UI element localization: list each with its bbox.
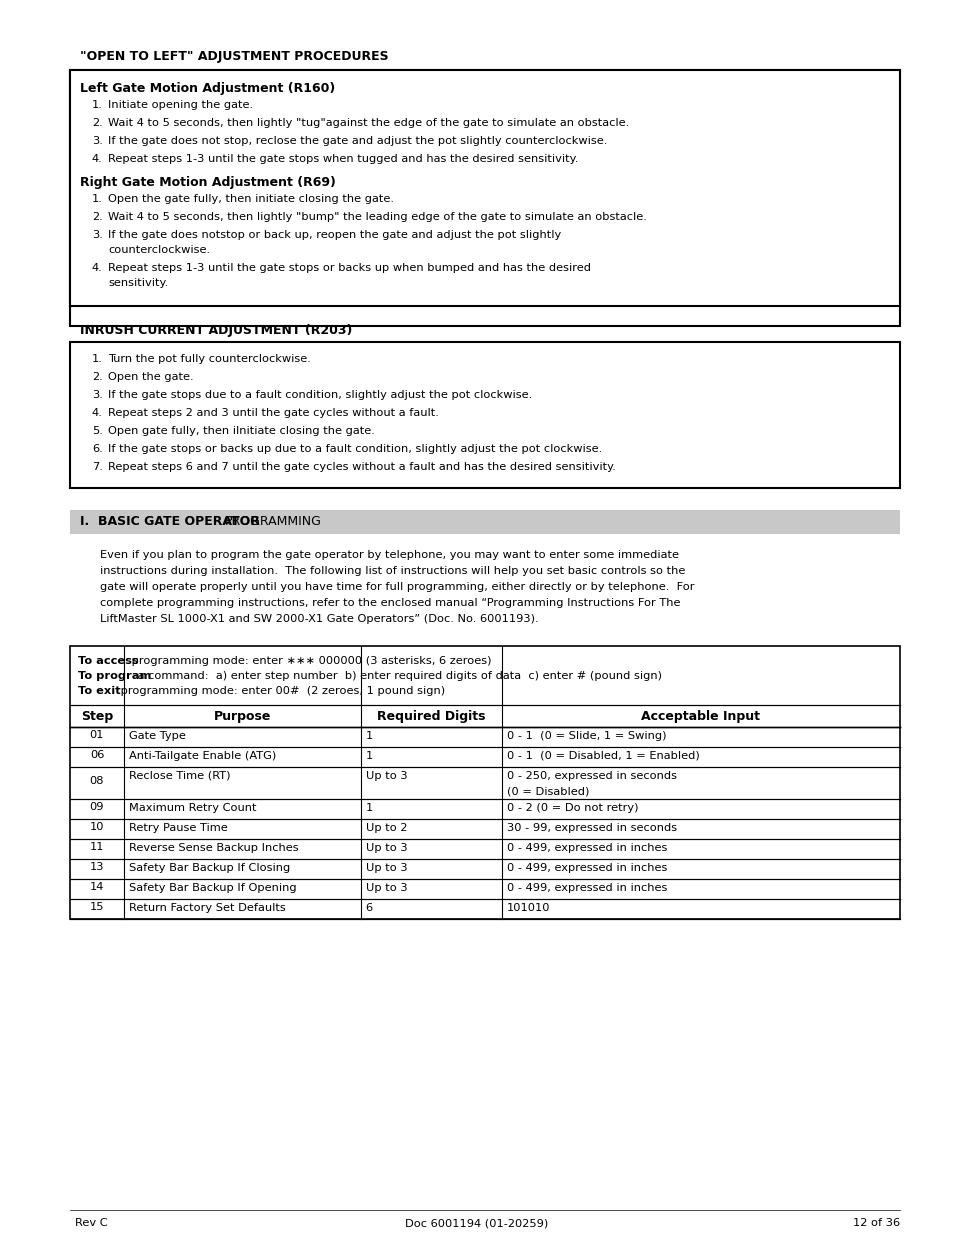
Text: 3.: 3.	[91, 136, 103, 146]
Text: 30 - 99, expressed in seconds: 30 - 99, expressed in seconds	[506, 823, 676, 832]
Text: instructions during installation.  The following list of instructions will help : instructions during installation. The fo…	[100, 566, 684, 576]
Text: 1.: 1.	[91, 354, 103, 364]
Text: 4.: 4.	[91, 154, 103, 164]
Text: 1.: 1.	[91, 194, 103, 204]
Text: Wait 4 to 5 seconds, then lightly "bump" the leading edge of the gate to simulat: Wait 4 to 5 seconds, then lightly "bump"…	[108, 212, 646, 222]
Text: sensitivity.: sensitivity.	[108, 278, 168, 288]
Text: Doc 6001194 (01-20259): Doc 6001194 (01-20259)	[405, 1218, 548, 1228]
Text: complete programming instructions, refer to the enclosed manual “Programming Ins: complete programming instructions, refer…	[100, 598, 679, 608]
Text: Required Digits: Required Digits	[376, 710, 485, 722]
Text: 2.: 2.	[91, 212, 103, 222]
Text: If the gate does not stop, reclose the gate and adjust the pot slightly counterc: If the gate does not stop, reclose the g…	[108, 136, 607, 146]
Text: 0 - 250, expressed in seconds: 0 - 250, expressed in seconds	[506, 771, 676, 781]
Text: Repeat steps 6 and 7 until the gate cycles without a fault and has the desired s: Repeat steps 6 and 7 until the gate cycl…	[108, 462, 616, 472]
Text: 13: 13	[90, 862, 104, 872]
Text: Open gate fully, then ilnitiate closing the gate.: Open gate fully, then ilnitiate closing …	[108, 426, 375, 436]
Text: 0 - 1  (0 = Disabled, 1 = Enabled): 0 - 1 (0 = Disabled, 1 = Enabled)	[506, 751, 699, 761]
Text: 1: 1	[365, 803, 373, 813]
Text: Initiate opening the gate.: Initiate opening the gate.	[108, 100, 253, 110]
Text: 0 - 499, expressed in inches: 0 - 499, expressed in inches	[506, 883, 666, 893]
Text: Gate Type: Gate Type	[129, 731, 186, 741]
Bar	[70, 70, 899, 306]
Text: If the gate stops due to a fault condition, slightly adjust the pot clockwise.: If the gate stops due to a fault conditi…	[108, 390, 532, 400]
Text: Even if you plan to program the gate operator by telephone, you may want to ente: Even if you plan to program the gate ope…	[100, 550, 679, 559]
Text: 09: 09	[90, 802, 104, 811]
Text: To access: To access	[78, 656, 138, 666]
Text: Reclose Time (RT): Reclose Time (RT)	[129, 771, 231, 781]
Text: To program: To program	[78, 671, 152, 680]
Bar	[70, 646, 899, 919]
Text: Safety Bar Backup If Opening: Safety Bar Backup If Opening	[129, 883, 296, 893]
Text: 06: 06	[90, 750, 104, 760]
Text: 3.: 3.	[91, 230, 103, 240]
Bar	[70, 342, 899, 488]
Text: 3.: 3.	[91, 390, 103, 400]
Text: Right Gate Motion Adjustment (R69): Right Gate Motion Adjustment (R69)	[80, 177, 335, 189]
Text: 10: 10	[90, 823, 104, 832]
Text: Purpose: Purpose	[213, 710, 271, 722]
Text: Return Factory Set Defaults: Return Factory Set Defaults	[129, 903, 285, 913]
Text: 1: 1	[365, 751, 373, 761]
Text: Repeat steps 1-3 until the gate stops or backs up when bumped and has the desire: Repeat steps 1-3 until the gate stops or…	[108, 263, 590, 273]
Text: Repeat steps 1-3 until the gate stops when tugged and has the desired sensitivit: Repeat steps 1-3 until the gate stops wh…	[108, 154, 578, 164]
Bar	[70, 705, 899, 727]
Text: Repeat steps 2 and 3 until the gate cycles without a fault.: Repeat steps 2 and 3 until the gate cycl…	[108, 408, 438, 417]
Text: 101010: 101010	[506, 903, 550, 913]
Text: 11: 11	[90, 842, 104, 852]
Text: Wait 4 to 5 seconds, then lightly "tug"against the edge of the gate to simulate : Wait 4 to 5 seconds, then lightly "tug"a…	[108, 119, 629, 128]
Text: "OPEN TO LEFT" ADJUSTMENT PROCEDURES: "OPEN TO LEFT" ADJUSTMENT PROCEDURES	[80, 49, 388, 63]
Text: 2.: 2.	[91, 119, 103, 128]
Text: Up to 3: Up to 3	[365, 883, 407, 893]
Text: Rev C: Rev C	[75, 1218, 108, 1228]
Text: Retry Pause Time: Retry Pause Time	[129, 823, 228, 832]
Text: 15: 15	[90, 902, 104, 911]
Text: 0 - 499, expressed in inches: 0 - 499, expressed in inches	[506, 863, 666, 873]
Text: Up to 2: Up to 2	[365, 823, 407, 832]
Text: Up to 3: Up to 3	[365, 863, 407, 873]
Text: 4.: 4.	[91, 408, 103, 417]
Text: Reverse Sense Backup Inches: Reverse Sense Backup Inches	[129, 844, 298, 853]
Text: 0 - 2 (0 = Do not retry): 0 - 2 (0 = Do not retry)	[506, 803, 638, 813]
Text: 0 - 499, expressed in inches: 0 - 499, expressed in inches	[506, 844, 666, 853]
Text: To exit: To exit	[78, 685, 120, 697]
Bar	[70, 70, 899, 326]
Text: Maximum Retry Count: Maximum Retry Count	[129, 803, 256, 813]
Text: 1.: 1.	[91, 100, 103, 110]
Text: gate will operate properly until you have time for full programming, either dire: gate will operate properly until you hav…	[100, 582, 694, 592]
Text: PROGRAMMING: PROGRAMMING	[225, 515, 322, 529]
Text: 1: 1	[365, 731, 373, 741]
Text: 6: 6	[365, 903, 373, 913]
Text: a command:  a) enter step number  b) enter required digits of data  c) enter # (: a command: a) enter step number b) enter…	[133, 671, 661, 680]
Text: 5.: 5.	[91, 426, 103, 436]
Text: 2.: 2.	[91, 372, 103, 382]
Text: Left Gate Motion Adjustment (R160): Left Gate Motion Adjustment (R160)	[80, 82, 335, 95]
Text: 7.: 7.	[91, 462, 103, 472]
Text: If the gate does notstop or back up, reopen the gate and adjust the pot slightly: If the gate does notstop or back up, reo…	[108, 230, 560, 240]
Text: counterclockwise.: counterclockwise.	[108, 245, 210, 254]
Text: 14: 14	[90, 882, 104, 892]
Text: programming mode: enter ∗∗∗ 000000 (3 asterisks, 6 zeroes): programming mode: enter ∗∗∗ 000000 (3 as…	[129, 656, 492, 666]
Bar	[70, 510, 899, 534]
Text: Anti-Tailgate Enable (ATG): Anti-Tailgate Enable (ATG)	[129, 751, 276, 761]
Text: 01: 01	[90, 730, 104, 740]
Text: 0 - 1  (0 = Slide, 1 = Swing): 0 - 1 (0 = Slide, 1 = Swing)	[506, 731, 665, 741]
Text: I.  BASIC GATE OPERATOR: I. BASIC GATE OPERATOR	[80, 515, 264, 529]
Text: Step: Step	[81, 710, 113, 722]
Text: programming mode: enter 00#  (2 zeroes, 1 pound sign): programming mode: enter 00# (2 zeroes, 1…	[117, 685, 445, 697]
Text: Acceptable Input: Acceptable Input	[640, 710, 760, 722]
Text: 4.: 4.	[91, 263, 103, 273]
Text: LiftMaster SL 1000-X1 and SW 2000-X1 Gate Operators” (Doc. No. 6001193).: LiftMaster SL 1000-X1 and SW 2000-X1 Gat…	[100, 614, 538, 624]
Text: 08: 08	[90, 776, 104, 785]
Text: INRUSH CURRENT ADJUSTMENT (R203): INRUSH CURRENT ADJUSTMENT (R203)	[80, 324, 352, 337]
Text: 12 of 36: 12 of 36	[852, 1218, 899, 1228]
Text: 6.: 6.	[91, 445, 103, 454]
Text: Open the gate.: Open the gate.	[108, 372, 193, 382]
Text: Up to 3: Up to 3	[365, 771, 407, 781]
Text: Up to 3: Up to 3	[365, 844, 407, 853]
Text: If the gate stops or backs up due to a fault condition, slightly adjust the pot : If the gate stops or backs up due to a f…	[108, 445, 601, 454]
Text: Open the gate fully, then initiate closing the gate.: Open the gate fully, then initiate closi…	[108, 194, 394, 204]
Text: (0 = Disabled): (0 = Disabled)	[506, 785, 588, 797]
Text: Turn the pot fully counterclockwise.: Turn the pot fully counterclockwise.	[108, 354, 311, 364]
Text: Safety Bar Backup If Closing: Safety Bar Backup If Closing	[129, 863, 290, 873]
